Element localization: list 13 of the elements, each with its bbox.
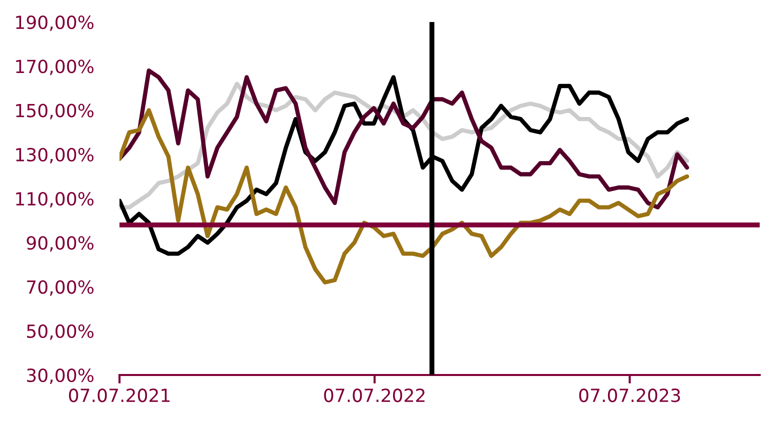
y-tick-label: 90,00%: [26, 236, 94, 252]
x-tick-label: 07.07.2023: [579, 388, 680, 402]
y-tick-label: 150,00%: [16, 104, 94, 120]
y-tick-label: 70,00%: [27, 280, 94, 296]
x-tick-label: 07.07.2022: [324, 388, 424, 402]
x-tick-label: 07.07.2021: [68, 388, 170, 402]
y-tick-label: 110,00%: [16, 192, 94, 208]
y-tick-label: 130,00%: [16, 148, 94, 164]
y-tick-label: 30,00%: [27, 368, 94, 384]
line-series: [119, 108, 690, 284]
y-tick-label: 170,00%: [16, 60, 94, 76]
y-tick-label: 190,00%: [16, 15, 94, 31]
y-tick-label: 50,00%: [27, 324, 94, 340]
